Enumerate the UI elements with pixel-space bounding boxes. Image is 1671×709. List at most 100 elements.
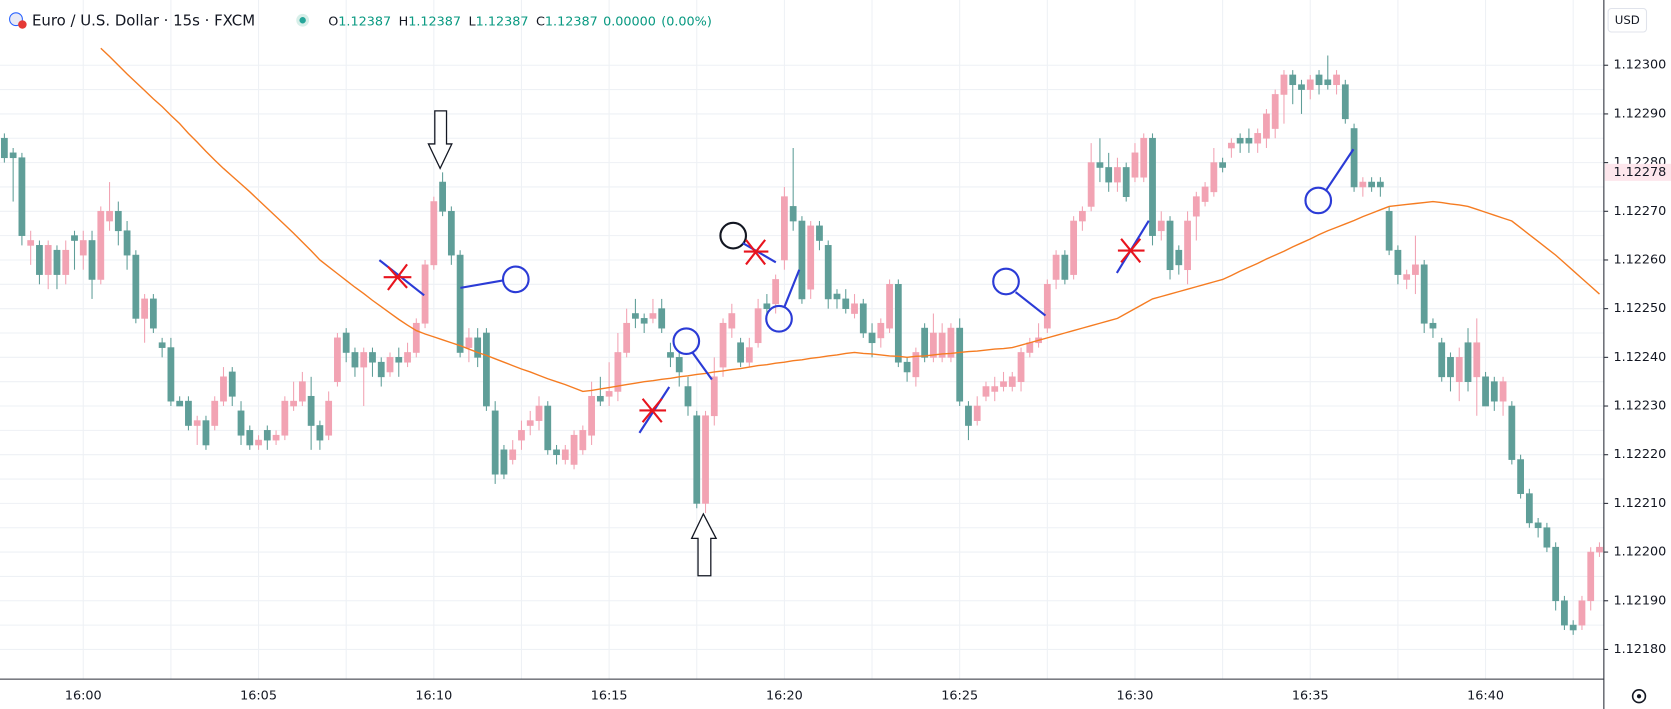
candle-body: [1140, 137, 1148, 178]
circle-mark: [501, 265, 530, 294]
candle-body: [719, 322, 727, 368]
candle-body: [202, 420, 210, 446]
candle-body: [640, 318, 648, 324]
circle-mark: [992, 267, 1020, 296]
candle-body: [868, 332, 876, 344]
currency-label[interactable]: USD: [1615, 13, 1640, 27]
candle-body: [649, 313, 657, 319]
candle-body: [1429, 322, 1437, 329]
candle-body: [106, 210, 113, 222]
candle-body: [281, 400, 289, 436]
candle-body: [877, 322, 885, 339]
ohlc-value: 1.12387: [545, 14, 598, 29]
candle-body: [1306, 79, 1314, 90]
candle-body: [1508, 405, 1516, 460]
y-tick-label: 1.12200: [1613, 545, 1666, 560]
candle-body: [693, 415, 701, 504]
candle-body: [1499, 381, 1507, 402]
candle-body: [1271, 94, 1279, 129]
candle-body: [334, 337, 341, 383]
ohlc-value: 1.12387: [338, 14, 391, 29]
candle-body: [1534, 522, 1542, 529]
ohlc-change: 0.00000: [603, 14, 656, 29]
candle-body: [18, 157, 26, 236]
candle-body: [535, 405, 543, 421]
x-tick-label: 16:00: [65, 689, 102, 704]
symbol-title[interactable]: Euro / U.S. Dollar · 15s · FXCM: [32, 11, 255, 29]
candle-body: [675, 357, 683, 373]
y-tick-label: 1.12210: [1613, 496, 1666, 511]
circle-mark: [719, 221, 748, 250]
axes: 1.12180 1.12190 1.12200 1.12210 1.12220 1.122…: [65, 58, 1671, 704]
candle-body: [1569, 624, 1577, 631]
candle-body: [88, 240, 96, 280]
candle-body: [894, 283, 902, 363]
candle-body: [1464, 342, 1472, 383]
x-tick-label: 16:10: [415, 689, 452, 704]
circle-mark: [672, 327, 701, 356]
currency-button[interactable]: [1607, 7, 1648, 33]
candle-body: [404, 352, 411, 363]
candle-body: [1455, 357, 1463, 383]
candle-body: [745, 347, 753, 363]
candle-body: [123, 230, 131, 256]
candle-body: [973, 405, 981, 421]
candle-body: [255, 439, 262, 446]
candle-body: [272, 434, 280, 441]
candle-body: [176, 400, 184, 407]
drawn-line: [783, 269, 801, 308]
settings-icon[interactable]: [1631, 689, 1647, 704]
candle-body: [307, 395, 315, 426]
candle-body: [912, 352, 920, 378]
candle-body: [316, 425, 324, 441]
candle-body: [193, 420, 201, 426]
candle-body: [386, 357, 394, 373]
candle-body: [44, 245, 52, 275]
candle-body: [465, 337, 473, 348]
candle-body: [237, 410, 245, 436]
cross-mark: [743, 239, 769, 266]
candle-body: [1324, 79, 1332, 86]
ohlc-key: O: [328, 14, 338, 29]
y-tick-label: 1.12230: [1613, 399, 1666, 414]
candle-body: [228, 371, 236, 397]
candle-body: [710, 376, 718, 417]
candle-body: [1184, 220, 1191, 271]
candle-body: [807, 225, 815, 290]
candle-body: [62, 249, 70, 275]
y-tick-label: 1.12250: [1613, 301, 1666, 316]
arrow-down: [427, 110, 453, 170]
candle-body: [605, 391, 613, 397]
candle-body: [0, 137, 8, 159]
candle-body: [447, 210, 455, 256]
candle-body: [1052, 254, 1060, 280]
candle-body: [632, 313, 639, 319]
ohlc-value: 1.12387: [408, 14, 461, 29]
candle-body: [1596, 546, 1603, 553]
candle-body: [36, 245, 43, 275]
candle-body: [570, 434, 578, 465]
candle-body: [956, 327, 964, 402]
candle-body: [79, 240, 87, 256]
candle-body: [1482, 376, 1489, 407]
ohlc-change-pct: (0.00%): [661, 14, 712, 29]
candle-body: [851, 303, 858, 314]
x-tick-label: 16:05: [240, 689, 277, 704]
circle-mark: [1304, 186, 1333, 215]
candle-body: [1236, 137, 1244, 144]
candle-body: [1552, 546, 1560, 602]
candle-body: [737, 342, 744, 363]
candle-body: [1175, 249, 1183, 266]
cross-mark: [639, 398, 667, 423]
candle-body: [728, 313, 736, 329]
candle-body: [1447, 357, 1454, 378]
candle-body: [114, 210, 122, 232]
candle-body: [798, 220, 806, 300]
candle-body: [763, 303, 771, 309]
candle-body: [623, 322, 631, 353]
candle-body: [1587, 551, 1595, 602]
candle-body: [921, 327, 929, 358]
x-tick-label: 16:20: [766, 689, 803, 704]
